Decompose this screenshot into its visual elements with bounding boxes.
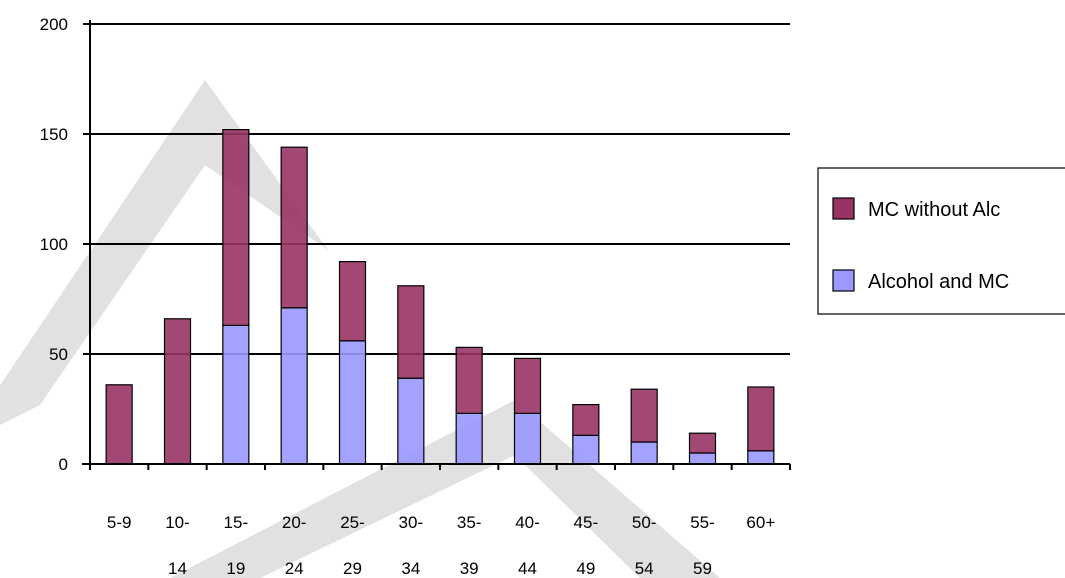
- x-tick-label-20-24-line2: 24: [285, 559, 304, 578]
- bar-mc-without-alc-20-24: [280, 146, 308, 309]
- x-tick-label-50-54-line2: 54: [635, 559, 654, 578]
- axes: [82, 20, 791, 470]
- y-tick-label-100: 100: [40, 235, 68, 254]
- x-tick-label-30-34: 30-: [399, 513, 424, 532]
- bar-alcohol-and-mc-15-19: [222, 324, 250, 465]
- bar-mc-without-alc-35-39: [455, 346, 483, 414]
- y-tick-label-50: 50: [49, 345, 68, 364]
- bar-mc-without-alc-10-14: [163, 318, 192, 465]
- gridlines: [90, 23, 790, 355]
- bar-mc-without-alc-50-54: [630, 388, 658, 443]
- x-tick-label-10-14: 10-: [165, 513, 190, 532]
- x-tick-label-40-44: 40-: [515, 513, 540, 532]
- y-tick-label-150: 150: [40, 125, 68, 144]
- bar-mc-without-alc-30-34: [397, 285, 425, 379]
- x-tick-label-55-59-line2: 59: [693, 559, 712, 578]
- x-tick-label-35-39: 35-: [457, 513, 482, 532]
- x-tick-label-45-49: 45-: [574, 513, 599, 532]
- legend-box: [817, 167, 1065, 315]
- bar-mc-without-alc-40-44: [513, 357, 542, 414]
- bar-mc-without-alc-5-9: [105, 384, 133, 465]
- bar-alcohol-and-mc-40-44: [513, 412, 542, 465]
- x-tick-label-25-29-line2: 29: [343, 559, 362, 578]
- legend-label-alcohol-and-mc: Alcohol and MC: [868, 271, 1009, 293]
- legend: MC without Alc Alcohol and MC: [817, 167, 1065, 315]
- bar-alcohol-and-mc-60+: [747, 450, 775, 465]
- legend-swatch-alcohol-and-mc: [832, 269, 855, 292]
- bar-alcohol-and-mc-45-49: [572, 434, 600, 465]
- x-tick-label-5-9: 5-9: [107, 513, 132, 532]
- legend-swatch-mc-without-alc: [832, 197, 855, 220]
- bar-mc-without-alc-55-59: [688, 432, 717, 454]
- bar-alcohol-and-mc-20-24: [280, 307, 308, 465]
- bar-alcohol-and-mc-25-29: [338, 340, 367, 465]
- bar-mc-without-alc-25-29: [338, 261, 367, 342]
- x-tick-label-60+: 60+: [746, 513, 775, 532]
- x-tick-label-10-14-line2: 14: [168, 559, 187, 578]
- y-tick-label-200: 200: [40, 15, 68, 34]
- x-tick-label-45-49-line2: 49: [576, 559, 595, 578]
- bar-alcohol-and-mc-35-39: [455, 412, 483, 465]
- x-tick-label-20-24: 20-: [282, 513, 307, 532]
- y-tick-label-0: 0: [59, 455, 68, 474]
- x-tick-label-40-44-line2: 44: [518, 559, 537, 578]
- bar-alcohol-and-mc-55-59: [688, 452, 717, 465]
- x-tick-label-15-19-line2: 19: [226, 559, 245, 578]
- x-tick-label-25-29: 25-: [340, 513, 365, 532]
- watermark-shape-lower: [170, 400, 720, 578]
- x-tick-label-50-54: 50-: [632, 513, 657, 532]
- x-tick-label-55-59: 55-: [690, 513, 715, 532]
- bar-alcohol-and-mc-30-34: [397, 377, 425, 465]
- bar-mc-without-alc-45-49: [572, 404, 600, 437]
- bar-alcohol-and-mc-50-54: [630, 441, 658, 465]
- legend-label-mc-without-alc: MC without Alc: [868, 199, 1000, 221]
- bar-mc-without-alc-60+: [747, 386, 775, 452]
- bar-mc-without-alc-15-19: [222, 129, 250, 327]
- bars: [105, 129, 775, 465]
- x-tick-label-15-19: 15-: [224, 513, 249, 532]
- x-tick-labels: 5-9 10- 14 15- 19 20- 24 25- 29 30- 34 35- 39 40- 44 45…: [107, 513, 775, 578]
- x-tick-label-35-39-line2: 39: [460, 559, 479, 578]
- y-tick-labels: 0 50 100 150 200: [40, 15, 68, 474]
- x-tick-label-30-34-line2: 34: [401, 559, 420, 578]
